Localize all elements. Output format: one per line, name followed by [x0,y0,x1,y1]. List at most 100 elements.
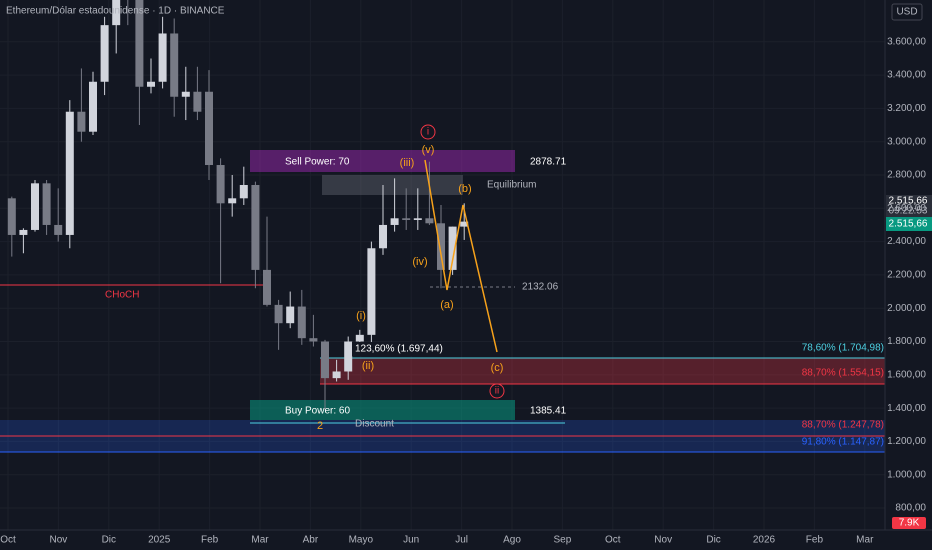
y-tick-label: 3.000,00 [887,136,926,147]
candle-body [274,304,283,324]
wave-label: (iii) [400,157,415,169]
candle-body [77,111,86,132]
candle-body [100,25,109,82]
y-tick-label: 1.800,00 [887,336,926,347]
x-tick-label: Mar [856,535,874,546]
volume-label: 7.9K [899,518,920,529]
label-bg [352,342,460,356]
chart-title: Ethereum/Dólar estadounidense · 1D · BIN… [6,6,225,17]
y-tick-label: 1.400,00 [887,403,926,414]
candle-body [425,218,434,224]
candle-body [321,341,329,379]
x-tick-label: Oct [0,535,16,546]
y-tick-label: 2.400,00 [887,236,926,247]
candle-body [205,91,213,166]
candle-body [7,198,16,235]
equilibrium-label: Equilibrium [487,180,536,191]
candle-body [263,269,271,305]
candle-body [89,81,97,132]
candle-body [460,221,469,227]
y-tick-label: 800,00 [895,503,926,514]
x-tick-label: Mayo [349,535,374,546]
y-tick-label: 1.000,00 [887,469,926,480]
candle-body [344,341,353,372]
y-tick-label: 2.800,00 [887,170,926,181]
x-tick-label: Nov [654,535,672,546]
wave-circle [420,124,436,140]
candle-body [448,226,457,270]
candle-body [309,338,318,342]
candle-body [297,306,306,339]
fib-label: 123,60% (1.697,44) [355,344,443,355]
x-tick-label: Dic [706,535,720,546]
y-tick-label: 1.200,00 [887,436,926,447]
last-price: 2.515,66 [889,219,928,230]
wave-label: (b) [458,183,471,195]
y-tick-label: 2.200,00 [887,270,926,281]
y-tick-label: 2.600,00 [887,203,926,214]
candle-body [251,184,260,270]
wave-label: (a) [440,299,453,311]
candle-body [54,224,63,235]
x-tick-label: 2025 [148,535,171,546]
candle-body [437,223,445,270]
last-price: 2.515,66 [889,196,928,207]
wave-label: (iv) [412,256,427,268]
fib-label: 78,60% (1.704,98) [802,343,884,354]
wave-label: 2 [317,420,323,432]
candle-body [65,111,74,235]
candles [7,0,469,410]
y-tick-label: 3.400,00 [887,70,926,81]
wave-label: (i) [356,310,366,322]
candle-body [239,184,248,199]
sell-power: Sell Power: 70 [285,157,350,168]
zone-red [320,358,885,384]
projection-path [424,159,498,353]
x-tick-label: Mar [251,535,269,546]
candle-body [158,33,167,82]
zone-sell [250,150,515,172]
x-tick-label: Jul [455,535,468,546]
candle-body [390,218,399,225]
candle-body [402,218,411,220]
candle-body [413,218,422,220]
candle-body [367,248,376,335]
countdown: 09:22:53 [889,206,928,217]
wave-circle [489,383,505,399]
x-tick-label: Nov [50,535,68,546]
volume-box [892,517,926,529]
x-tick-label: Feb [806,535,824,546]
choch-label: CHoCH [105,290,139,301]
wave-label: (ii) [362,360,374,372]
y-tick-label: 1.600,00 [887,369,926,380]
x-tick-label: 2026 [753,535,776,546]
wave-label: ii [495,386,499,397]
fib-label: 88,70% (1.247,78) [802,420,884,431]
candle-body [216,165,225,204]
buy-power: Buy Power: 60 [285,406,350,417]
candle-body [31,183,39,230]
candle-body [286,306,295,324]
level-label: 2878.71 [530,157,567,168]
x-tick-label: Jun [403,535,419,546]
x-tick-label: Oct [605,535,621,546]
wave-label: (c) [491,362,504,374]
x-tick-label: Abr [303,535,319,546]
zone-equilibrium [322,175,463,195]
y-tick-label: 3.200,00 [887,103,926,114]
candle-body [193,91,202,112]
candle-body [181,91,190,97]
x-tick-label: Ago [503,535,521,546]
candle-body [112,0,121,26]
fib-label: 91,80% (1.147,87) [802,437,884,448]
candle-body [355,334,364,342]
y-tick-label: 3.600,00 [887,36,926,47]
x-tick-label: Dic [102,535,116,546]
candle-body [147,81,155,87]
discount-label: Discount [355,419,394,430]
fib-label: 88,70% (1.554,15) [802,368,884,379]
currency-box [891,3,923,21]
price-box [886,217,932,231]
grid [0,0,885,530]
